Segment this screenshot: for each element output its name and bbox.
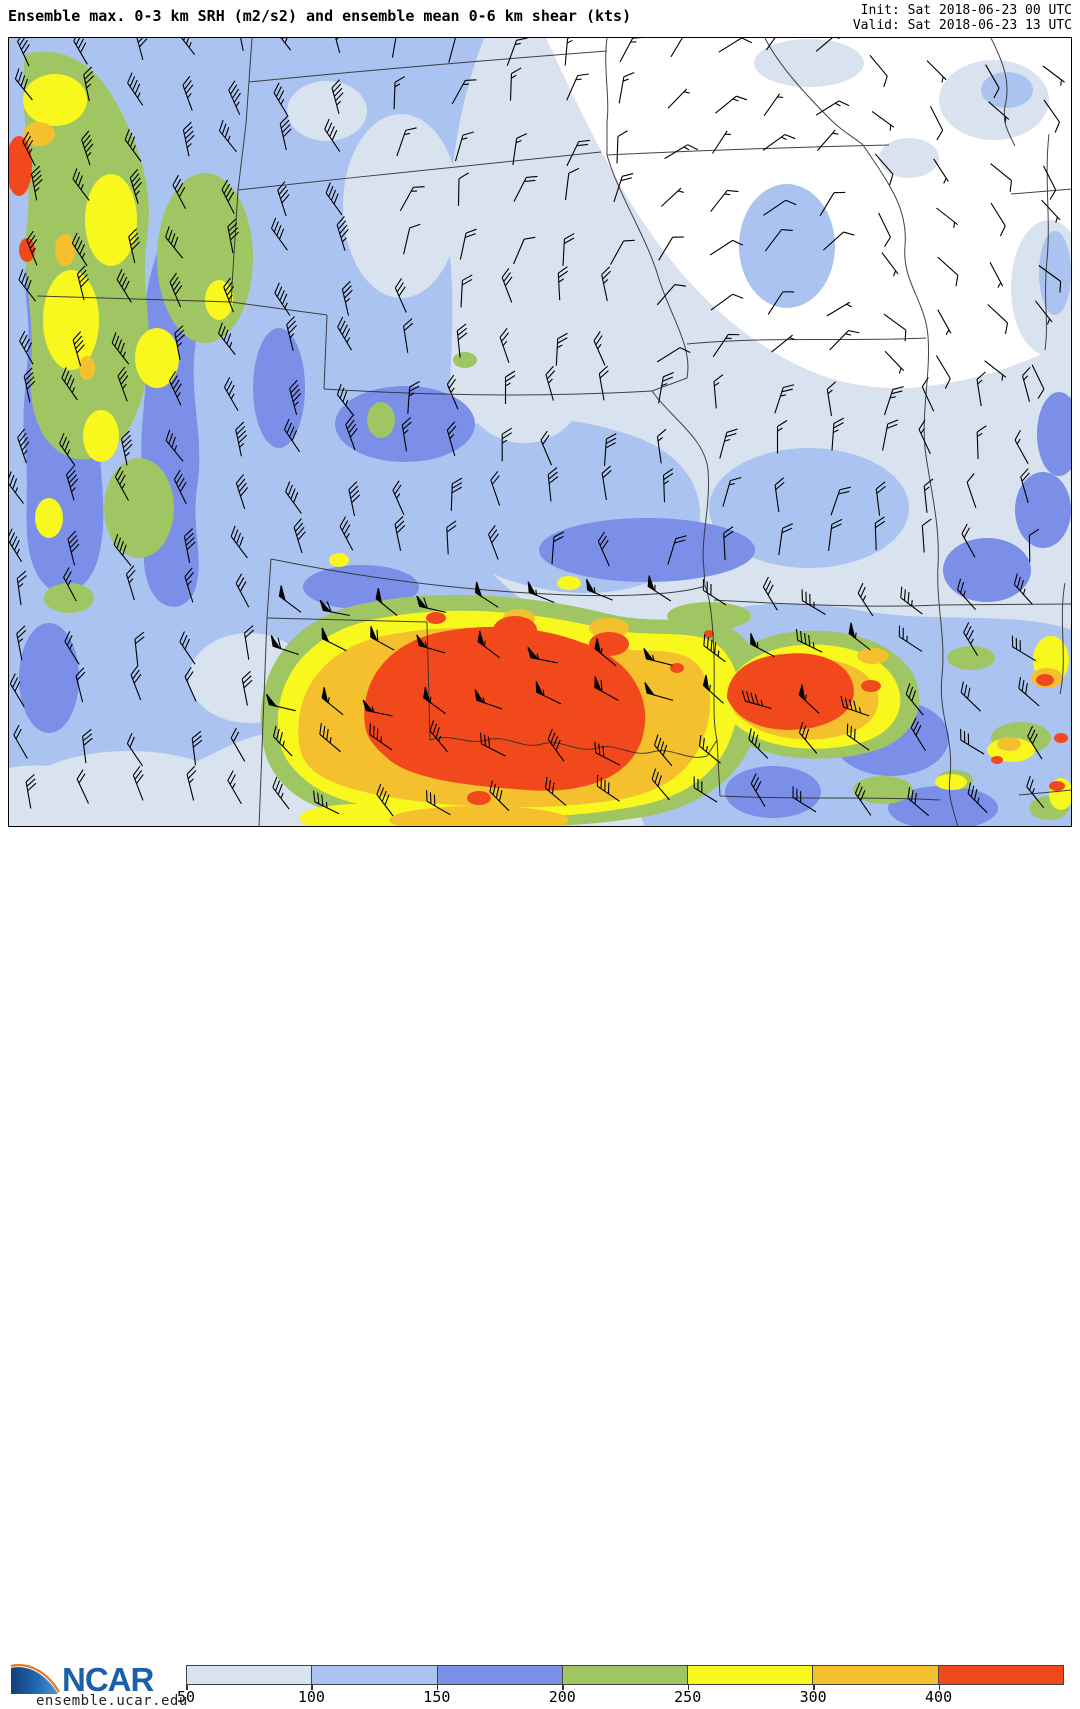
colorbar-label: 50 [176, 1688, 196, 1706]
colorbar-segment [938, 1666, 1063, 1684]
colorbar-label: 200 [548, 1688, 576, 1706]
colorbar-label: 400 [925, 1688, 953, 1706]
forecast-product-page: { "header": { "title": "Ensemble max. 0-… [0, 3, 1080, 1709]
page-title: Ensemble max. 0-3 km SRH (m2/s2) and ens… [8, 7, 632, 25]
colorbar-label: 300 [799, 1688, 827, 1706]
colorbar-segment [437, 1666, 563, 1684]
wind-barbs [9, 38, 1065, 817]
colorbar-labels: 50 100 150 200 250 300 400 [177, 1688, 1064, 1706]
colorbar-label: 100 [297, 1688, 325, 1706]
ncar-logo-text: NCAR [62, 1661, 154, 1696]
init-time: Init: Sat 2018-06-23 00 UTC [860, 3, 1072, 18]
srh-fill-contours [9, 38, 1071, 826]
valid-time: Valid: Sat 2018-06-23 13 UTC [852, 18, 1072, 33]
colorbar [186, 1665, 1064, 1685]
state-borders [36, 38, 1071, 826]
ncar-logo: NCAR [10, 1661, 155, 1696]
colorbar-segment [813, 1666, 939, 1684]
run-times: Init: Sat 2018-06-23 00 UTC Valid: Sat 2… [853, 3, 1072, 33]
colorbar-segment [562, 1666, 689, 1684]
footer: NCAR ensemble.ucar.edu 50 100 150 200 250 300… [0, 827, 1080, 1709]
colorbar-segment [187, 1666, 313, 1684]
site-url: ensemble.ucar.edu [36, 1693, 188, 1709]
srh-shear-map [8, 37, 1072, 827]
colorbar-label: 250 [674, 1688, 702, 1706]
colorbar-segment [312, 1666, 438, 1684]
colorbar-segment [688, 1666, 814, 1684]
colorbar-label: 150 [423, 1688, 451, 1706]
